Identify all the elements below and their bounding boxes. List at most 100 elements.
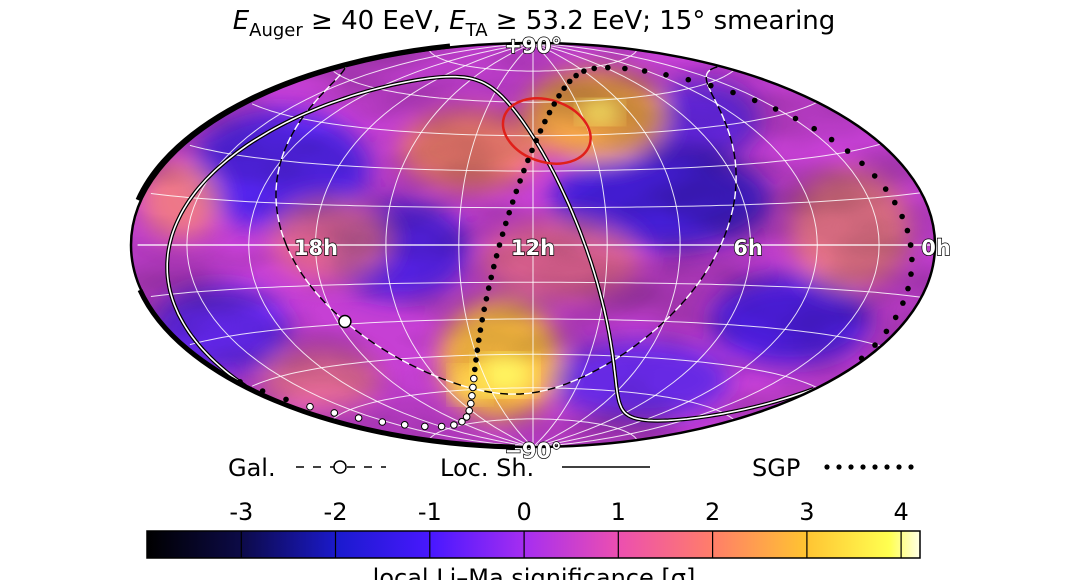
sgp-dot — [496, 242, 503, 248]
sgp-dot — [458, 417, 466, 426]
sgp-dot — [493, 253, 500, 259]
dec-gridline — [189, 318, 882, 347]
sgp-dot — [468, 392, 476, 400]
hotspot-ellipse — [501, 97, 592, 165]
sgp-dot — [437, 422, 446, 431]
sgp-dot — [400, 421, 409, 429]
sgp-dot — [871, 173, 878, 179]
sgp-dot — [772, 106, 779, 112]
sgp-dot — [509, 199, 516, 205]
sgp-dot — [844, 148, 851, 154]
dec-gridline — [251, 101, 818, 137]
sgp-dot — [450, 421, 458, 429]
legend-galactic-label: Gal. — [228, 454, 276, 482]
sgp-dot — [473, 357, 479, 363]
sgp-dot — [517, 178, 523, 184]
colorbar-tick-label: 2 — [705, 498, 720, 526]
colorbar-gradient — [146, 530, 921, 559]
sgp-dot — [467, 399, 475, 408]
sgp-dot — [892, 199, 898, 206]
ra-label-12h: 12h — [511, 236, 555, 260]
sgp-dot — [899, 213, 905, 220]
sgp-dot — [488, 274, 495, 281]
sgp-dot — [663, 72, 669, 78]
sgp-dot — [499, 231, 506, 237]
galactic-plane-line-alt — [275, 65, 347, 246]
sgp-dot — [561, 85, 567, 91]
sgp-dot — [904, 227, 911, 234]
colorbar: -3 -2 -1 0 1 2 3 4 local Li–Ma significance [σ] — [146, 498, 921, 580]
colorbar-tick-label: 4 — [893, 498, 908, 526]
sgp-dot — [828, 136, 835, 143]
sgp-dot — [907, 242, 914, 248]
map-outline-thick-bottom — [137, 288, 516, 450]
legend-sgp-dot — [872, 464, 878, 470]
colorbar-tick-label: -2 — [324, 498, 348, 526]
sgp-dot — [591, 65, 597, 72]
sgp-dot — [525, 157, 531, 164]
galactic-center-marker — [338, 314, 352, 329]
sgp-dot — [330, 409, 339, 417]
sgp-dot — [470, 374, 478, 383]
sgp-dot — [506, 209, 512, 216]
sgp-dot — [491, 263, 497, 270]
sgp-dot — [476, 337, 482, 344]
colorbar-tick-label: 0 — [516, 498, 531, 526]
sgp-dot — [581, 68, 587, 74]
sgp-dot — [259, 388, 266, 394]
sgp-dot — [513, 188, 520, 195]
dec-gridline — [251, 353, 818, 389]
legend-local-sheet-label: Loc. Sh. — [440, 454, 534, 482]
sgp-dot — [566, 78, 573, 85]
map-outline — [129, 41, 937, 449]
sgp-dot — [237, 379, 243, 385]
sgp-dot — [472, 366, 478, 373]
sgp-dot — [479, 317, 486, 323]
sgp-dot — [469, 383, 477, 392]
dec-gridline — [150, 281, 922, 298]
legend-sgp-dot — [908, 464, 914, 470]
sgp-dot — [465, 406, 474, 415]
sgp-dot — [533, 137, 539, 144]
sgp-dot — [283, 396, 289, 403]
sgp-dot — [551, 101, 557, 107]
sgp-dot — [859, 160, 865, 167]
sgp-dot — [685, 76, 692, 83]
sgp-dot — [529, 147, 535, 154]
figure-title: EAuger ≥ 40 EeV, ETA ≥ 53.2 EeV; 15° sme… — [233, 6, 836, 41]
markers — [237, 64, 915, 431]
sgp-dot — [462, 413, 471, 421]
overlay-curves — [165, 65, 815, 423]
sgp-dot — [573, 72, 579, 79]
sgp-dot — [354, 414, 363, 422]
sgp-dot — [708, 82, 714, 89]
sgp-dot — [900, 300, 906, 306]
sgp-dot — [883, 328, 890, 335]
sgp-dot — [730, 89, 736, 96]
sgp-dot — [909, 256, 915, 263]
sgp-dot — [542, 118, 548, 125]
legend-galactic-marker — [333, 460, 347, 474]
sgp-dot — [521, 167, 527, 174]
dec-label-south: −90° — [504, 439, 561, 463]
sgp-dot — [537, 128, 544, 134]
ra-label-6h: 6h — [733, 236, 763, 260]
sgp-dot — [882, 186, 889, 192]
sgp-dot — [556, 93, 562, 99]
legend: Gal. Loc. Sh. SGP — [228, 454, 914, 482]
local-sheet-line-inner — [166, 75, 586, 387]
sgp-dot — [905, 285, 911, 292]
sgp-dot — [751, 97, 758, 104]
significance-map — [131, 43, 935, 447]
sgp-dot — [546, 109, 553, 116]
sgp-dot — [622, 65, 628, 72]
sgp-dot — [481, 306, 488, 313]
sgp-dot — [605, 64, 611, 71]
sgp-dot — [908, 271, 914, 277]
dec-label-north: +90° — [504, 34, 561, 58]
colorbar-tick-label: 1 — [611, 498, 626, 526]
sgp-dot — [892, 314, 899, 321]
legend-sgp-label: SGP — [752, 454, 800, 482]
sgp-dot — [474, 347, 481, 354]
